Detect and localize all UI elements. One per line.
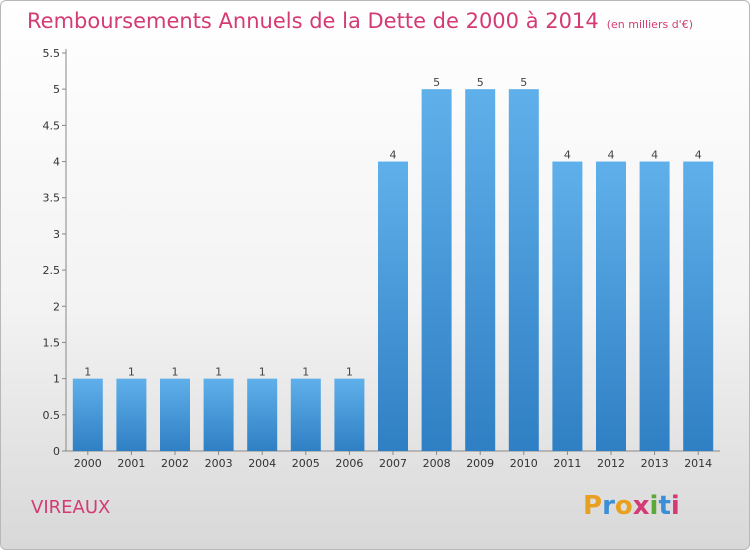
x-tick-label: 2011 — [553, 457, 581, 470]
data-label: 4 — [390, 149, 397, 162]
commune-name: VIREAUX — [31, 497, 111, 518]
x-tick-label: 2004 — [248, 457, 276, 470]
data-label: 1 — [259, 366, 266, 379]
data-label: 5 — [477, 76, 484, 89]
data-label: 1 — [346, 366, 353, 379]
data-label: 4 — [695, 149, 702, 162]
y-tick-label: 3 — [53, 228, 60, 241]
bar — [160, 378, 190, 451]
bar — [378, 161, 408, 451]
y-tick-label: 2.5 — [43, 264, 61, 277]
y-tick-label: 5.5 — [43, 47, 61, 60]
bar — [552, 161, 583, 451]
x-tick-label: 2003 — [205, 457, 233, 470]
chart-subtitle: (en milliers d'€) — [606, 18, 693, 31]
y-tick-label: 2 — [53, 300, 60, 313]
bar — [683, 161, 714, 451]
y-tick-label: 5 — [53, 83, 60, 96]
y-tick-label: 4.5 — [43, 119, 61, 132]
data-label: 1 — [128, 366, 135, 379]
x-tick-label: 2001 — [117, 457, 145, 470]
x-tick-label: 2005 — [292, 457, 320, 470]
y-tick-label: 0.5 — [43, 409, 61, 422]
data-label: 1 — [84, 366, 91, 379]
x-tick-label: 2013 — [641, 457, 669, 470]
logo-letter: r — [602, 491, 615, 521]
data-label: 5 — [520, 76, 527, 89]
y-tick-label: 1.5 — [43, 336, 61, 349]
x-tick-label: 2009 — [466, 457, 494, 470]
x-tick-label: 2008 — [423, 457, 451, 470]
logo-letter: o — [614, 491, 633, 521]
data-label: 5 — [433, 76, 440, 89]
x-tick-label: 2014 — [684, 457, 712, 470]
logo-letter: P — [583, 491, 603, 521]
x-tick-label: 2002 — [161, 457, 189, 470]
data-label: 4 — [564, 149, 571, 162]
data-label: 1 — [172, 366, 179, 379]
logo-letter: i — [670, 491, 680, 521]
chart-title: Remboursements Annuels de la Dette de 20… — [27, 9, 693, 33]
chart-title-text: Remboursements Annuels de la Dette de 20… — [27, 9, 599, 33]
y-tick-label: 0 — [53, 445, 60, 458]
data-label: 1 — [215, 366, 222, 379]
x-tick-label: 2012 — [597, 457, 625, 470]
proxiti-logo: Proxiti — [583, 491, 680, 521]
x-tick-label: 2010 — [510, 457, 538, 470]
logo-letter: i — [649, 491, 659, 521]
bar — [421, 89, 452, 451]
y-tick-label: 1 — [53, 373, 60, 386]
bar — [639, 161, 670, 451]
y-tick-label: 3.5 — [43, 192, 61, 205]
bar — [247, 378, 278, 451]
logo-letter: t — [658, 491, 671, 521]
data-label: 4 — [608, 149, 615, 162]
bar — [203, 378, 234, 451]
bar — [596, 161, 626, 451]
x-tick-label: 2007 — [379, 457, 407, 470]
logo-letter: x — [632, 491, 650, 521]
x-tick-label: 2000 — [74, 457, 102, 470]
bar — [334, 378, 365, 451]
bar — [290, 378, 321, 451]
y-tick-label: 4 — [53, 156, 60, 169]
bar — [465, 89, 496, 451]
bar — [72, 378, 103, 451]
data-label: 1 — [302, 366, 309, 379]
x-tick-label: 2006 — [335, 457, 363, 470]
data-label: 4 — [651, 149, 658, 162]
bar — [116, 378, 147, 451]
bar — [508, 89, 539, 451]
